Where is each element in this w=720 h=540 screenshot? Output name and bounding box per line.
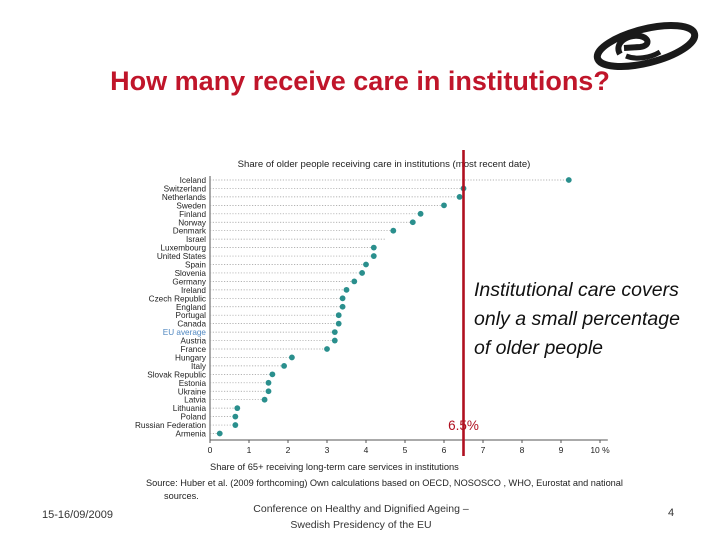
- data-point: [331, 329, 338, 335]
- category-label: Sweden: [176, 201, 206, 210]
- x-tick-label: 2: [286, 445, 291, 455]
- data-point: [339, 303, 346, 310]
- category-label: Russian Federation: [135, 421, 206, 430]
- data-point: [370, 253, 377, 259]
- category-label: Latvia: [184, 396, 206, 405]
- category-label: Luxembourg: [160, 244, 206, 253]
- slide-title: How many receive care in institutions?: [110, 66, 610, 96]
- data-point: [417, 210, 424, 217]
- category-label: Iceland: [180, 176, 207, 185]
- data-point: [289, 354, 295, 361]
- data-point: [390, 227, 397, 234]
- category-label: Spain: [185, 261, 206, 270]
- category-label: Estonia: [179, 379, 207, 388]
- category-label: Israel: [186, 235, 206, 244]
- data-point: [343, 286, 350, 293]
- data-point: [565, 177, 572, 183]
- data-point: [281, 363, 287, 369]
- category-label: Denmark: [173, 227, 207, 236]
- data-point: [234, 405, 241, 412]
- data-point: [339, 295, 346, 302]
- data-point: [351, 278, 358, 285]
- category-label: Netherlands: [162, 193, 206, 202]
- category-label: France: [181, 345, 207, 354]
- category-label: Slovenia: [175, 269, 207, 278]
- category-label: Armenia: [176, 430, 207, 439]
- category-label: Slovak Republic: [147, 370, 206, 379]
- category-label: Finland: [179, 210, 206, 219]
- category-label: England: [176, 303, 206, 312]
- data-point: [269, 371, 276, 378]
- x-tick-label: 0: [208, 445, 213, 455]
- category-label: Portugal: [176, 311, 207, 320]
- category-label: Hungary: [175, 353, 207, 362]
- chart-title: Share of older people receiving care in …: [238, 159, 531, 170]
- data-point: [265, 379, 272, 386]
- page-number: 4: [668, 507, 675, 519]
- category-label: Austria: [181, 337, 207, 346]
- x-tick-label: 7: [481, 445, 486, 455]
- x-tick-label: 9: [559, 445, 564, 455]
- data-point: [456, 194, 463, 200]
- footer-conference: Conference on Healthy and Dignified Agei…: [253, 503, 469, 531]
- data-point: [370, 244, 377, 251]
- source-note: Source: Huber et al. (2009 forthcoming) …: [146, 478, 623, 501]
- category-label: EU average: [163, 328, 207, 337]
- category-label: Norway: [178, 218, 207, 227]
- category-label: Ukraine: [178, 387, 207, 396]
- category-label: Switzerland: [164, 184, 207, 193]
- data-point: [232, 413, 239, 420]
- x-tick-label: 8: [520, 445, 525, 455]
- category-label: Poland: [181, 413, 207, 422]
- x-tick-label: 3: [325, 445, 330, 455]
- data-point: [359, 270, 365, 276]
- data-point: [265, 388, 272, 395]
- category-label: Canada: [177, 320, 206, 329]
- x-tick-label: 4: [364, 445, 369, 455]
- category-label: Czech Republic: [149, 294, 206, 303]
- x-tick-label: 6: [442, 445, 447, 455]
- data-point: [363, 261, 369, 268]
- data-point: [324, 346, 330, 352]
- callout-text: Institutional care covers only a small p…: [474, 279, 680, 359]
- category-label: Germany: [172, 277, 207, 286]
- data-point: [232, 422, 239, 428]
- data-point: [335, 320, 342, 327]
- category-label: Italy: [191, 362, 207, 371]
- data-point: [216, 430, 223, 437]
- x-axis-label: Share of 65+ receiving long-term care se…: [210, 462, 459, 472]
- council-of-europe-logo: [593, 22, 699, 70]
- x-tick-label: 5: [403, 445, 408, 455]
- x-tick-label: 1: [247, 445, 252, 455]
- reference-line-label: 6.5%: [448, 418, 479, 433]
- category-label: Ireland: [181, 286, 206, 295]
- data-point: [335, 312, 342, 319]
- data-point: [331, 337, 338, 344]
- data-point: [409, 219, 416, 226]
- category-label: United States: [157, 252, 206, 261]
- x-tick-label: 10 %: [590, 445, 610, 455]
- footer-date: 15-16/09/2009: [42, 509, 113, 521]
- data-point: [261, 396, 268, 403]
- category-label: Lithuania: [173, 404, 207, 413]
- data-point: [441, 202, 447, 209]
